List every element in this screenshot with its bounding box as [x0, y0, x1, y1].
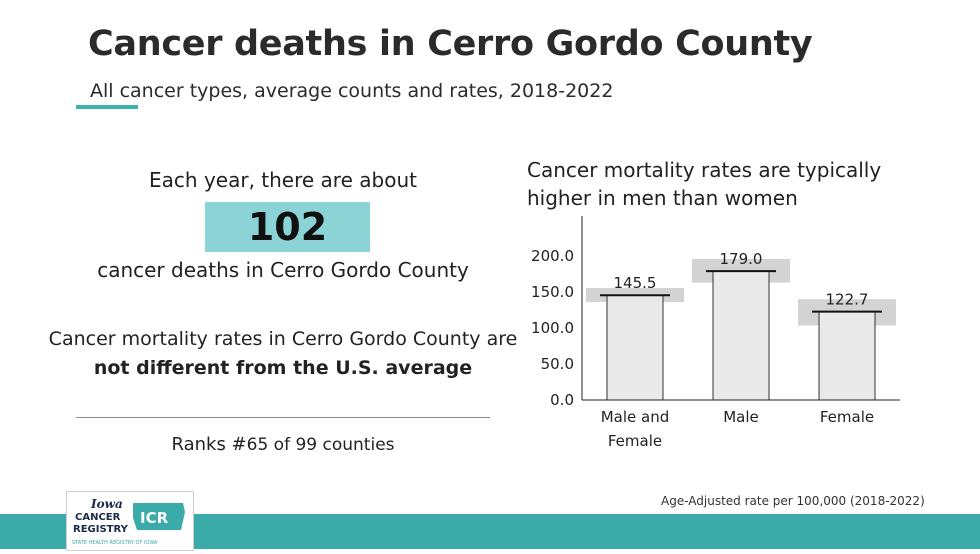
mortality-rate-chart: 145.5 Male and Female 179.0 Male 122.7 Female 0…: [531, 216, 900, 450]
rank-prefix: Ranks #: [171, 434, 247, 455]
comparison-bold: not different from the U.S. average: [93, 357, 473, 379]
data-label: 179.0: [720, 250, 763, 268]
iowa-state-shape: [133, 503, 185, 530]
x-tick-label: Female: [820, 408, 874, 426]
y-tick-label: 100.0: [531, 319, 574, 337]
death-count-box: 102: [205, 202, 370, 252]
count-after-text: cancer deaths in Cerro Gordo County: [97, 258, 469, 282]
y-tick-label: 50.0: [541, 355, 574, 373]
iowa-cancer-registry-logo: Iowa CANCER REGISTRY ICR STATE HEALTH RE…: [66, 491, 194, 551]
data-label: 145.5: [614, 274, 657, 292]
accent-underline: [76, 105, 138, 109]
page-subtitle: All cancer types, average counts and rat…: [90, 80, 614, 102]
count-lead-text: Each year, there are about: [149, 168, 417, 192]
chart-heading: Cancer mortality rates are typically hig…: [527, 158, 882, 210]
logo-text-cancer: CANCER: [75, 512, 121, 523]
y-tick-label: 200.0: [531, 247, 574, 265]
x-tick-label: Female: [608, 432, 662, 450]
y-tick-label: 0.0: [550, 391, 574, 409]
y-tick-label: 150.0: [531, 283, 574, 301]
logo-text-iowa: Iowa: [90, 497, 123, 511]
bar: [712, 270, 770, 401]
data-label: 122.7: [826, 291, 869, 309]
county-rank: Ranks #65 of 99 counties: [40, 434, 526, 455]
divider: [76, 417, 490, 418]
x-tick-label: Male and: [601, 408, 670, 426]
logo-text-registry: REGISTRY: [73, 524, 129, 535]
x-tick-label: Male: [723, 408, 759, 426]
rank-suffix: of 99 counties: [268, 435, 395, 455]
bar: [606, 294, 664, 401]
comparison-prefix: Cancer mortality rates in Cerro Gordo Co…: [48, 328, 518, 350]
bar: [818, 311, 876, 401]
chart-footnote: Age-Adjusted rate per 100,000 (2018-2022…: [661, 494, 925, 508]
logo-text-icr: ICR: [140, 509, 169, 527]
logo-tagline: STATE HEALTH REGISTRY OF IOWA: [72, 540, 158, 546]
rank-number: 65: [246, 435, 269, 455]
registry-logo-graphic: Iowa CANCER REGISTRY ICR STATE HEALTH RE…: [72, 497, 185, 546]
death-count-value: 102: [247, 205, 328, 249]
comparison-statement: Cancer mortality rates in Cerro Gordo Co…: [40, 325, 526, 383]
page-title: Cancer deaths in Cerro Gordo County: [88, 24, 813, 64]
